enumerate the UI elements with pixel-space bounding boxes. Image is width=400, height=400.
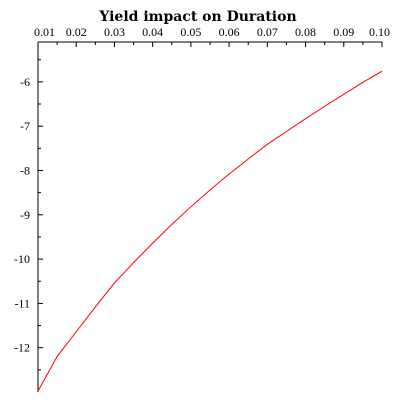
series-line-duration bbox=[37, 70, 383, 392]
y-tick-label: -9 bbox=[20, 208, 30, 222]
chart-title: Yield impact on Duration bbox=[98, 9, 296, 25]
x-tick-label: 0.05 bbox=[180, 25, 201, 39]
y-tick-label: -8 bbox=[20, 163, 30, 177]
x-tick-label: 0.03 bbox=[104, 25, 125, 39]
y-tick-label: -11 bbox=[14, 296, 30, 310]
y-tick-label: -10 bbox=[14, 252, 30, 266]
x-tick-label: 0.02 bbox=[66, 25, 87, 39]
y-tick-label: -6 bbox=[20, 75, 30, 89]
x-tick-label: 0.04 bbox=[142, 25, 163, 39]
x-tick-label: 0.06 bbox=[219, 25, 240, 39]
y-tick-label: -12 bbox=[14, 341, 30, 355]
x-tick-label: 0.01 bbox=[34, 25, 55, 39]
x-tick-label: 0.08 bbox=[295, 25, 316, 39]
x-tick-label: 0.10 bbox=[369, 25, 390, 39]
x-tick-label: 0.07 bbox=[257, 25, 278, 39]
x-tick-label: 0.09 bbox=[333, 25, 354, 39]
y-axis-ticks: -6 -7 -8 -9 -10 -11 -12 bbox=[14, 59, 43, 371]
x-axis-ticks: 0.01 0.02 0.03 0.04 0.05 0.06 0.07 0.08 0.09 0.10 bbox=[34, 25, 390, 47]
y-tick-label: -7 bbox=[20, 119, 30, 133]
